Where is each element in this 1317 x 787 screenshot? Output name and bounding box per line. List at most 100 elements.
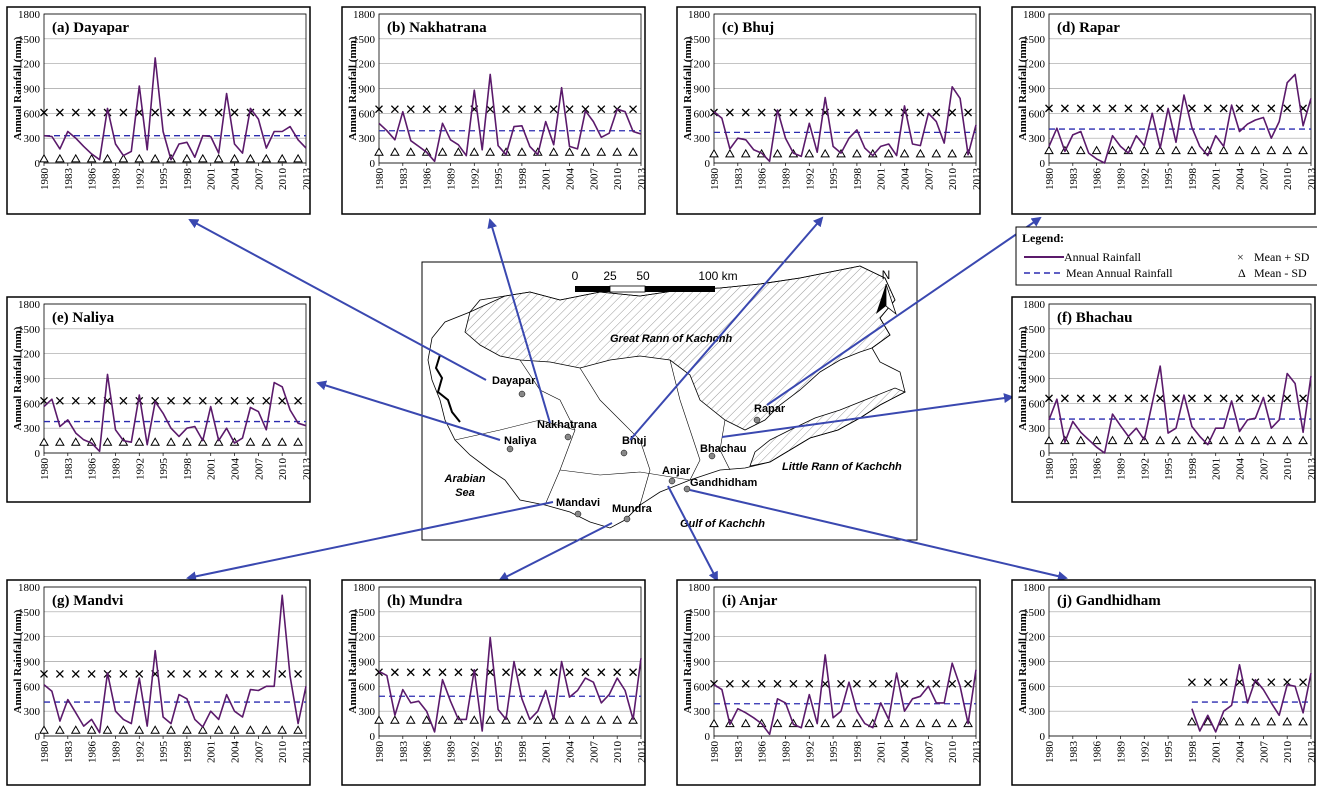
arabian-sea-label-2: Sea	[455, 487, 475, 499]
y-axis-label: Annual Rainfall (mm)	[682, 609, 694, 713]
panel-title: (c) Bhuj	[722, 20, 774, 36]
y-tick-label: 600	[24, 681, 41, 693]
mean-minus-sd-marker	[485, 715, 496, 724]
mean-plus-sd-marker	[868, 679, 877, 688]
y-tick-label: 1500	[1023, 324, 1046, 336]
mean-plus-sd-marker	[375, 105, 383, 114]
mean-plus-sd-marker	[40, 108, 48, 117]
mean-minus-sd-marker	[564, 147, 575, 156]
mean-plus-sd-marker	[1187, 678, 1196, 687]
mean-plus-sd-marker	[119, 108, 128, 117]
annual-rainfall-line	[43, 373, 307, 453]
x-tick-label: 2004	[900, 168, 912, 191]
x-tick-label: 1992	[469, 741, 481, 763]
mean-minus-sd-marker	[166, 725, 176, 734]
scale-label-0: 0	[572, 269, 579, 283]
kachchh-map: 0 25 50 100 km N Great Rann of Kachchh L…	[421, 261, 918, 541]
x-tick-label: 2013	[301, 168, 313, 191]
mean-minus-sd-marker	[1218, 145, 1229, 155]
mean-plus-sd-marker	[581, 105, 590, 114]
y-tick-label: 1200	[1023, 349, 1046, 361]
y-tick-label: 300	[24, 133, 41, 145]
x-tick-label: 2001	[541, 741, 553, 763]
y-tick-label: 1500	[353, 607, 376, 619]
y-tick-label: 1800	[688, 9, 711, 21]
mean-minus-sd-marker	[852, 148, 862, 158]
mean-minus-sd-marker	[548, 147, 559, 156]
x-tick-label: 2001	[1211, 168, 1223, 190]
annual-rainfall-line	[378, 73, 642, 163]
mean-plus-sd-marker	[549, 105, 558, 114]
mean-plus-sd-marker	[837, 108, 845, 117]
mean-plus-sd-marker	[1267, 104, 1276, 113]
mean-plus-sd-marker	[948, 108, 957, 117]
mean-plus-sd-marker	[87, 669, 96, 678]
mean-plus-sd-marker	[597, 668, 606, 677]
legend-frame	[1015, 226, 1317, 286]
mean-plus-sd-marker	[198, 108, 207, 117]
x-tick-label: 1980	[1044, 168, 1056, 191]
x-tick-label: 1980	[374, 168, 386, 191]
arrow-anjar	[667, 485, 718, 582]
mean-plus-sd-marker	[1140, 394, 1149, 403]
x-tick-label: 2004	[230, 458, 242, 481]
mean-minus-sd-marker	[277, 153, 288, 163]
mean-plus-sd-marker	[262, 396, 271, 405]
x-tick-label: 1989	[110, 458, 122, 481]
taluka-boundary	[454, 419, 576, 441]
mean-minus-sd-marker	[150, 153, 161, 163]
mean-minus-sd-marker	[134, 725, 145, 734]
mean-plus-sd-marker	[948, 679, 957, 688]
plot-area	[713, 13, 977, 164]
x-tick-label: 2004	[565, 168, 577, 191]
mean-plus-sd-marker	[1060, 394, 1069, 403]
north-label: N	[882, 268, 891, 282]
x-tick-label: 1995	[1163, 168, 1175, 191]
plot-area	[713, 586, 977, 737]
mean-minus-sd-marker	[166, 437, 176, 446]
y-tick-label: 1500	[18, 607, 41, 619]
mean-plus-sd-marker	[87, 396, 96, 405]
x-tick-label: 1986	[87, 741, 99, 764]
mean-minus-sd-marker	[421, 715, 432, 724]
mean-plus-sd-marker	[1187, 394, 1196, 403]
mean-minus-sd-marker	[1171, 145, 1181, 155]
mean-plus-sd-marker	[1140, 104, 1149, 113]
x-tick-label: 1983	[398, 168, 410, 191]
legend: Legend: Annual Rainfall Mean Annual Rain…	[1015, 226, 1317, 286]
mean-minus-sd-marker	[1282, 145, 1293, 155]
panel-title: (g) Mandvi	[52, 593, 123, 609]
mean-minus-sd-marker	[564, 715, 575, 724]
mean-minus-sd-marker	[1266, 435, 1277, 445]
mean-plus-sd-marker	[1299, 678, 1308, 687]
x-tick-label: 2010	[947, 168, 959, 191]
mean-minus-sd-marker	[197, 437, 208, 446]
mean-minus-sd-marker	[852, 718, 862, 728]
mean-plus-sd-marker	[486, 105, 495, 114]
mean-plus-sd-marker	[278, 669, 287, 678]
panel-title-bg	[383, 17, 507, 37]
arrow-naliya	[316, 380, 501, 441]
x-tick-label: 1992	[1139, 168, 1151, 190]
mean-plus-sd-marker	[294, 108, 303, 117]
mean-minus-sd-marker	[55, 725, 65, 734]
mean-minus-sd-marker	[899, 148, 910, 158]
mean-minus-sd-marker	[1075, 435, 1086, 445]
mean-minus-sd-marker	[39, 725, 49, 734]
x-tick-label: 2013	[971, 741, 983, 764]
svg-text:Rapar: Rapar	[754, 403, 786, 415]
mean-plus-sd-marker	[549, 668, 558, 677]
x-tick-label: 1992	[134, 168, 146, 190]
x-tick-label: 1983	[1068, 741, 1080, 764]
legend-minus-label: Mean - SD	[1254, 266, 1307, 280]
x-tick-label: 1989	[1115, 168, 1127, 191]
mean-minus-sd-marker	[86, 153, 97, 163]
y-tick-label: 900	[24, 374, 41, 386]
arabian-sea-label-1: Arabian	[444, 473, 486, 485]
mean-plus-sd-marker	[40, 396, 48, 405]
taluka-boundary	[519, 359, 576, 506]
panel-title: (b) Nakhatrana	[387, 20, 487, 36]
mean-plus-sd-marker	[71, 108, 80, 117]
mean-plus-sd-marker	[1251, 394, 1260, 403]
annual-rainfall-line	[378, 636, 642, 733]
